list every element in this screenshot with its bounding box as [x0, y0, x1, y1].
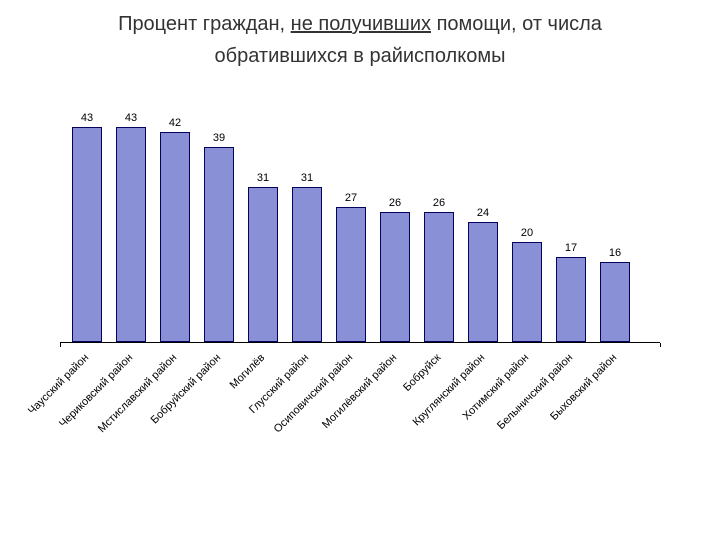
bar-value-label: 31: [249, 172, 277, 184]
bar: 16: [600, 262, 630, 342]
bar: 42: [160, 132, 190, 342]
axis-tick: [60, 343, 61, 347]
bar-value-label: 24: [469, 207, 497, 219]
bar: 31: [248, 187, 278, 342]
bar: 20: [512, 242, 542, 342]
chart-container: 43434239313127262624201716 Чаусский райо…: [40, 82, 680, 502]
bar: 17: [556, 257, 586, 342]
bar: 43: [72, 127, 102, 342]
bar-value-label: 20: [513, 227, 541, 239]
bar: 31: [292, 187, 322, 342]
bar-value-label: 17: [557, 242, 585, 254]
title-line1-post: помощи, от числа: [431, 13, 602, 35]
bar-value-label: 31: [293, 172, 321, 184]
bar-value-label: 26: [381, 197, 409, 209]
bar: 39: [204, 147, 234, 342]
bar-value-label: 27: [337, 192, 365, 204]
bar-value-label: 42: [161, 117, 189, 129]
title-line1-pre: Процент граждан,: [118, 13, 291, 35]
bar: 43: [116, 127, 146, 342]
bar: 26: [380, 212, 410, 342]
bar-value-label: 39: [205, 132, 233, 144]
title-line2: обратившихся в райисполкомы: [215, 45, 506, 67]
title-line1-underlined: не получивших: [291, 13, 431, 35]
bar-value-label: 16: [601, 247, 629, 259]
bar: 24: [468, 222, 498, 342]
bar: 26: [424, 212, 454, 342]
chart-title: Процент граждан, не получивших помощи, о…: [0, 0, 720, 72]
bar-value-label: 43: [117, 112, 145, 124]
plot-area: 43434239313127262624201716: [60, 92, 660, 343]
axis-tick: [660, 343, 661, 347]
bar: 27: [336, 207, 366, 342]
bar-value-label: 43: [73, 112, 101, 124]
bar-value-label: 26: [425, 197, 453, 209]
